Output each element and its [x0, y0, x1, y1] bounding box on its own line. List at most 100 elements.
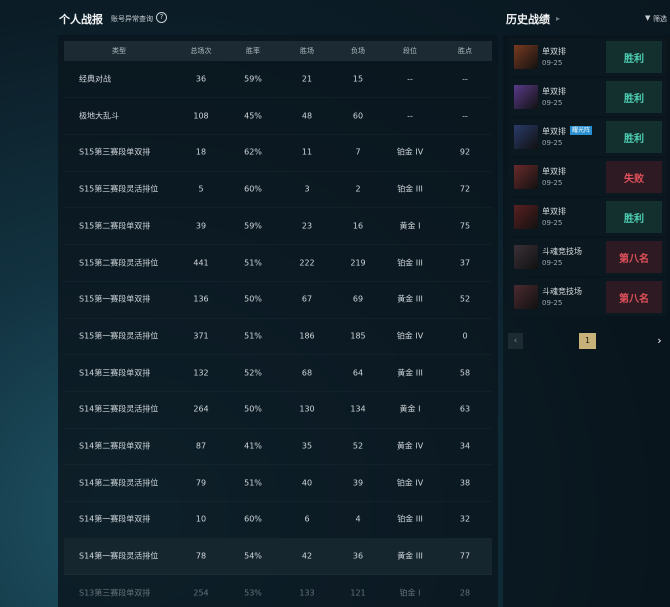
stat-value: 60% — [244, 514, 262, 524]
stat-value: 59% — [244, 74, 262, 84]
mode-name: S15第三赛段灵活排位 — [79, 184, 159, 194]
stat-value: 254 — [193, 588, 209, 598]
stat-value: 23 — [301, 221, 313, 231]
stat-value: 62% — [244, 147, 262, 157]
stat-value: 52% — [244, 368, 262, 378]
match-date: 09-25 — [542, 99, 563, 107]
stat-value: 51% — [244, 478, 262, 488]
stat-value: 21 — [301, 74, 313, 84]
mode-name: 极地大乱斗 — [79, 111, 119, 121]
account-link[interactable]: 账号异常查询 — [111, 15, 153, 23]
stat-value: 75 — [459, 221, 471, 231]
stat-value: 铂金 III — [397, 258, 423, 267]
stat-value: 53% — [244, 588, 262, 598]
stat-value: 35 — [301, 441, 313, 451]
match-item[interactable]: 单双排 耀光阵 09-25 胜利 — [508, 118, 666, 156]
match-item[interactable]: 单双排 09-25 胜利 — [508, 198, 666, 236]
stat-value: 28 — [459, 588, 471, 598]
stat-value: 铂金 III — [397, 184, 423, 194]
stat-value: 42 — [301, 551, 313, 561]
stat-value: 108 — [193, 111, 209, 121]
champion-icon — [514, 165, 538, 189]
stat-value: 52 — [459, 294, 471, 304]
history-title: 历史战绩 — [506, 13, 550, 26]
stat-value: 64 — [352, 368, 364, 378]
table-row — [64, 97, 492, 135]
match-result: 胜利 — [606, 81, 662, 113]
stat-value: 52 — [352, 441, 364, 451]
match-date: 09-25 — [542, 299, 563, 307]
stat-value: 58 — [459, 368, 471, 378]
stat-value: 2 — [355, 184, 361, 194]
champion-icon — [514, 205, 538, 229]
stat-value: 15 — [352, 74, 364, 84]
stat-value: 铂金 IV — [396, 147, 424, 157]
stat-value: 36 — [352, 551, 364, 561]
stat-value: -- — [407, 111, 413, 121]
match-item[interactable]: 斗魂竞技场 09-25 第八名 — [508, 278, 666, 316]
page-number[interactable]: 1 — [579, 333, 596, 349]
mode-name: S15第二赛段灵活排位 — [79, 258, 159, 267]
stat-value: 51% — [244, 331, 262, 341]
stat-value: 39 — [195, 221, 207, 231]
match-item[interactable]: 单双排 09-25 胜利 — [508, 38, 666, 76]
mode-name: S15第一赛段灵活排位 — [79, 331, 159, 341]
match-mode: 斗魂竞技场 — [542, 247, 582, 256]
prev-page[interactable]: ‹ — [508, 333, 523, 349]
table-row — [64, 537, 492, 576]
column-header: 总场次 — [190, 47, 212, 55]
stat-value: 219 — [350, 258, 366, 267]
stat-value: 78 — [195, 551, 207, 561]
filter-icon[interactable]: ▼ — [645, 14, 651, 22]
stat-value: 59% — [244, 221, 262, 231]
stat-value: 黄金 IV — [396, 441, 424, 451]
mode-name: S14第二赛段单双排 — [79, 441, 151, 451]
stat-value: 11 — [301, 147, 313, 157]
column-header: 段位 — [403, 47, 417, 55]
stat-value: 黄金 III — [397, 294, 423, 304]
stat-value: 40 — [301, 478, 313, 488]
history-arrow[interactable]: ▸ — [556, 14, 561, 23]
stat-value: 45% — [244, 111, 262, 121]
champion-icon — [514, 85, 538, 109]
stat-value: 4 — [355, 514, 361, 524]
mode-name: S14第三赛段灵活排位 — [79, 404, 159, 414]
stat-value: 264 — [193, 404, 209, 414]
mode-name: 经典对战 — [79, 74, 111, 84]
column-header: 胜场 — [300, 47, 314, 55]
match-date: 09-25 — [542, 259, 563, 267]
stat-value: 铂金 I — [399, 588, 421, 598]
stat-value: 136 — [193, 294, 209, 304]
stat-value: 50% — [244, 404, 262, 414]
stat-value: 67 — [301, 294, 313, 304]
mode-name: S15第一赛段单双排 — [79, 294, 151, 304]
mode-name: S15第三赛段单双排 — [79, 147, 151, 157]
match-result: 第八名 — [606, 241, 662, 273]
column-header: 胜率 — [246, 47, 260, 55]
match-mode: 单双排 — [542, 167, 566, 176]
match-date: 09-25 — [542, 219, 563, 227]
mode-name: S13第三赛段单双排 — [79, 588, 151, 598]
stat-value: -- — [462, 74, 468, 84]
stat-value: 72 — [459, 184, 471, 194]
stat-value: 441 — [193, 258, 209, 267]
filter-button[interactable]: 筛选 — [653, 15, 667, 23]
next-page[interactable]: › — [657, 334, 662, 347]
column-header: 胜点 — [458, 47, 472, 55]
stat-value: 38 — [459, 478, 471, 488]
stat-value: 121 — [350, 588, 366, 598]
mode-name: S15第二赛段单双排 — [79, 221, 151, 231]
stat-value: 32 — [459, 514, 471, 524]
table-row — [64, 61, 492, 99]
champion-icon — [514, 125, 538, 149]
match-item[interactable]: 斗魂竞技场 09-25 第八名 — [508, 238, 666, 276]
stat-value: 黄金 I — [399, 221, 421, 231]
match-item[interactable]: 单双排 09-25 胜利 — [508, 78, 666, 116]
stat-value: 6 — [304, 514, 310, 524]
match-item[interactable]: 单双排 09-25 失败 — [508, 158, 666, 196]
mode-name: S14第二赛段灵活排位 — [79, 478, 159, 488]
help-icon[interactable]: ? — [156, 12, 167, 23]
match-date: 09-25 — [542, 179, 563, 187]
stat-value: 黄金 III — [397, 551, 423, 561]
stat-value: 黄金 I — [399, 404, 421, 414]
